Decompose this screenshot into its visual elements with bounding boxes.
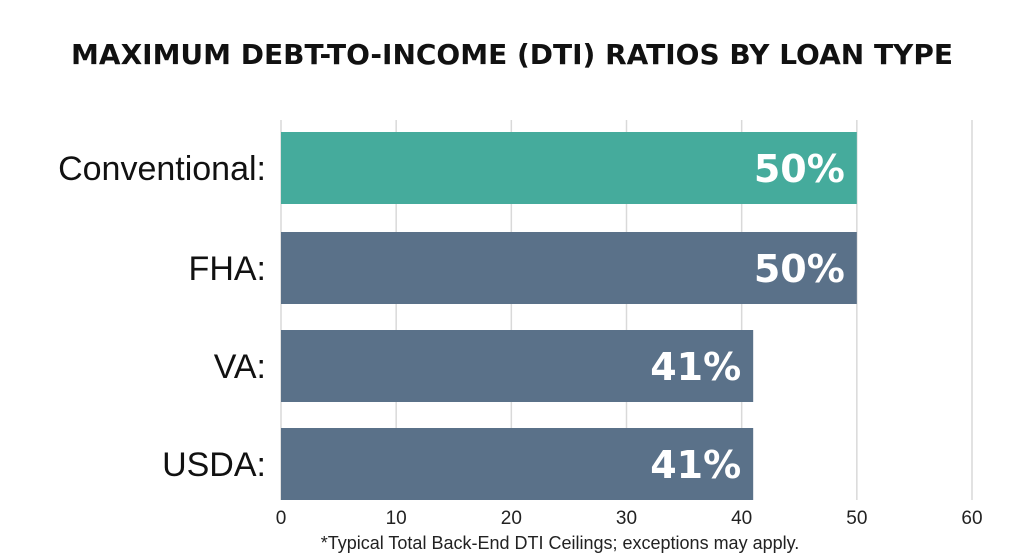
bar <box>281 330 754 402</box>
category-labels: Conventional: FHA: VA: USDA: <box>58 150 266 484</box>
category-label: FHA: <box>189 250 266 288</box>
category-label: USDA: <box>162 446 266 484</box>
bar <box>281 132 857 204</box>
x-tick-label: 40 <box>731 508 752 529</box>
value-label: 50% <box>754 247 845 291</box>
value-label: 41% <box>650 443 741 487</box>
x-tick-label: 20 <box>501 508 522 529</box>
x-tick-label: 50 <box>846 508 867 529</box>
category-label: VA: <box>214 348 266 386</box>
value-label: 41% <box>650 345 741 389</box>
bar <box>281 428 754 500</box>
x-axis-ticks: 0 10 20 30 40 50 60 <box>276 508 983 529</box>
x-tick-label: 0 <box>276 508 287 529</box>
bar <box>281 232 857 304</box>
footnote: *Typical Total Back-End DTI Ceilings; ex… <box>320 533 800 553</box>
x-tick-label: 10 <box>386 508 407 529</box>
x-tick-label: 30 <box>616 508 637 529</box>
category-label: Conventional: <box>58 150 266 188</box>
chart-title: MAXIMUM DEBT-TO-INCOME (DTI) RATIOS BY L… <box>71 38 953 71</box>
bars <box>281 132 857 500</box>
x-tick-label: 60 <box>961 508 982 529</box>
value-label: 50% <box>754 147 845 191</box>
value-labels: 50% 50% 41% 41% <box>650 147 845 487</box>
